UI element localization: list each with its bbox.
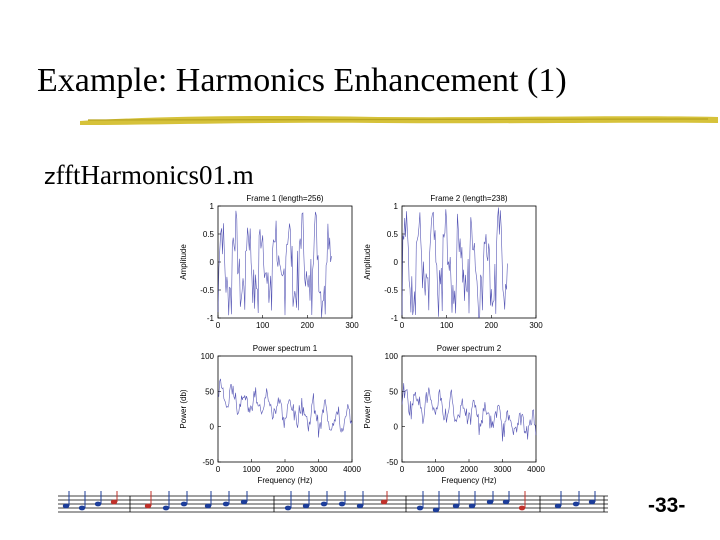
x-tick-label: 3000 bbox=[310, 465, 328, 474]
music-note bbox=[222, 501, 230, 507]
bullet-item: zfftHarmonics01.m bbox=[44, 160, 254, 191]
music-note bbox=[110, 499, 118, 505]
music-note bbox=[78, 505, 86, 511]
plot-title: Power spectrum 2 bbox=[437, 344, 502, 353]
y-tick-label: 0 bbox=[394, 258, 399, 267]
y-tick-label: -50 bbox=[386, 458, 398, 467]
y-tick-label: -0.5 bbox=[200, 286, 214, 295]
music-note bbox=[416, 505, 424, 511]
music-note bbox=[302, 503, 310, 509]
music-note bbox=[518, 505, 526, 511]
x-tick-label: 200 bbox=[485, 321, 499, 330]
y-tick-label: -1 bbox=[207, 314, 215, 323]
plot-title: Power spectrum 1 bbox=[253, 344, 318, 353]
plot-frame bbox=[217, 355, 353, 463]
music-note bbox=[380, 499, 388, 505]
x-tick-label: 300 bbox=[345, 321, 359, 330]
y-axis-label: Amplitude bbox=[179, 244, 188, 280]
data-series-line bbox=[401, 207, 508, 319]
plot-frame bbox=[401, 355, 537, 463]
y-tick-label: 0 bbox=[394, 423, 399, 432]
music-note bbox=[588, 499, 596, 505]
plot-title: Frame 1 (length=256) bbox=[246, 194, 323, 203]
music-note bbox=[502, 499, 510, 505]
y-tick-label: -0.5 bbox=[384, 286, 398, 295]
data-series-line bbox=[217, 378, 353, 438]
x-axis-label: Frequency (Hz) bbox=[257, 476, 312, 485]
music-note bbox=[94, 501, 102, 507]
music-note bbox=[572, 501, 580, 507]
x-tick-label: 2000 bbox=[460, 465, 478, 474]
music-note bbox=[204, 503, 212, 509]
y-tick-label: 50 bbox=[389, 387, 398, 396]
data-series-line bbox=[217, 210, 332, 318]
y-tick-label: -1 bbox=[391, 314, 399, 323]
y-tick-label: 0 bbox=[210, 258, 215, 267]
music-note bbox=[338, 501, 346, 507]
y-axis-label: Power (db) bbox=[179, 389, 188, 428]
x-tick-label: 4000 bbox=[527, 465, 545, 474]
music-note bbox=[432, 507, 440, 513]
x-tick-label: 1000 bbox=[427, 465, 445, 474]
bullet-icon: z bbox=[44, 165, 56, 190]
data-series-line bbox=[401, 383, 537, 442]
x-tick-label: 0 bbox=[216, 321, 221, 330]
y-tick-label: -50 bbox=[202, 458, 214, 467]
music-note bbox=[554, 503, 562, 509]
y-tick-label: 100 bbox=[385, 352, 399, 361]
music-note bbox=[284, 505, 292, 511]
x-axis-label: Frequency (Hz) bbox=[441, 476, 496, 485]
x-tick-label: 0 bbox=[400, 465, 405, 474]
x-tick-label: 300 bbox=[529, 321, 543, 330]
y-tick-label: 0.5 bbox=[203, 230, 215, 239]
y-axis-label: Amplitude bbox=[363, 244, 372, 280]
x-tick-label: 0 bbox=[216, 465, 221, 474]
bullet-text: fftHarmonics01.m bbox=[55, 160, 254, 190]
slide-title: Example: Harmonics Enhancement (1) bbox=[37, 62, 567, 99]
music-staff-decoration bbox=[58, 491, 608, 513]
plot-title: Frame 2 (length=238) bbox=[430, 194, 507, 203]
y-tick-label: 50 bbox=[205, 387, 214, 396]
music-note bbox=[162, 505, 170, 511]
y-tick-label: 0 bbox=[210, 423, 215, 432]
music-note bbox=[240, 499, 248, 505]
title-underline bbox=[80, 116, 718, 125]
x-tick-label: 200 bbox=[301, 321, 315, 330]
y-tick-label: 1 bbox=[210, 202, 215, 211]
x-tick-label: 3000 bbox=[494, 465, 512, 474]
x-tick-label: 1000 bbox=[243, 465, 261, 474]
page-number: -33- bbox=[648, 494, 686, 517]
music-note bbox=[468, 503, 476, 509]
music-note bbox=[452, 503, 460, 509]
music-note bbox=[62, 503, 70, 509]
music-note bbox=[356, 503, 364, 509]
music-note bbox=[320, 501, 328, 507]
x-tick-label: 100 bbox=[440, 321, 454, 330]
x-tick-label: 2000 bbox=[276, 465, 294, 474]
x-tick-label: 4000 bbox=[343, 465, 361, 474]
x-tick-label: 100 bbox=[256, 321, 270, 330]
music-note bbox=[144, 503, 152, 509]
x-tick-label: 0 bbox=[400, 321, 405, 330]
music-note bbox=[180, 501, 188, 507]
y-axis-label: Power (db) bbox=[363, 389, 372, 428]
y-tick-label: 0.5 bbox=[387, 230, 399, 239]
music-note bbox=[486, 499, 494, 505]
y-tick-label: 1 bbox=[394, 202, 399, 211]
y-tick-label: 100 bbox=[201, 352, 215, 361]
